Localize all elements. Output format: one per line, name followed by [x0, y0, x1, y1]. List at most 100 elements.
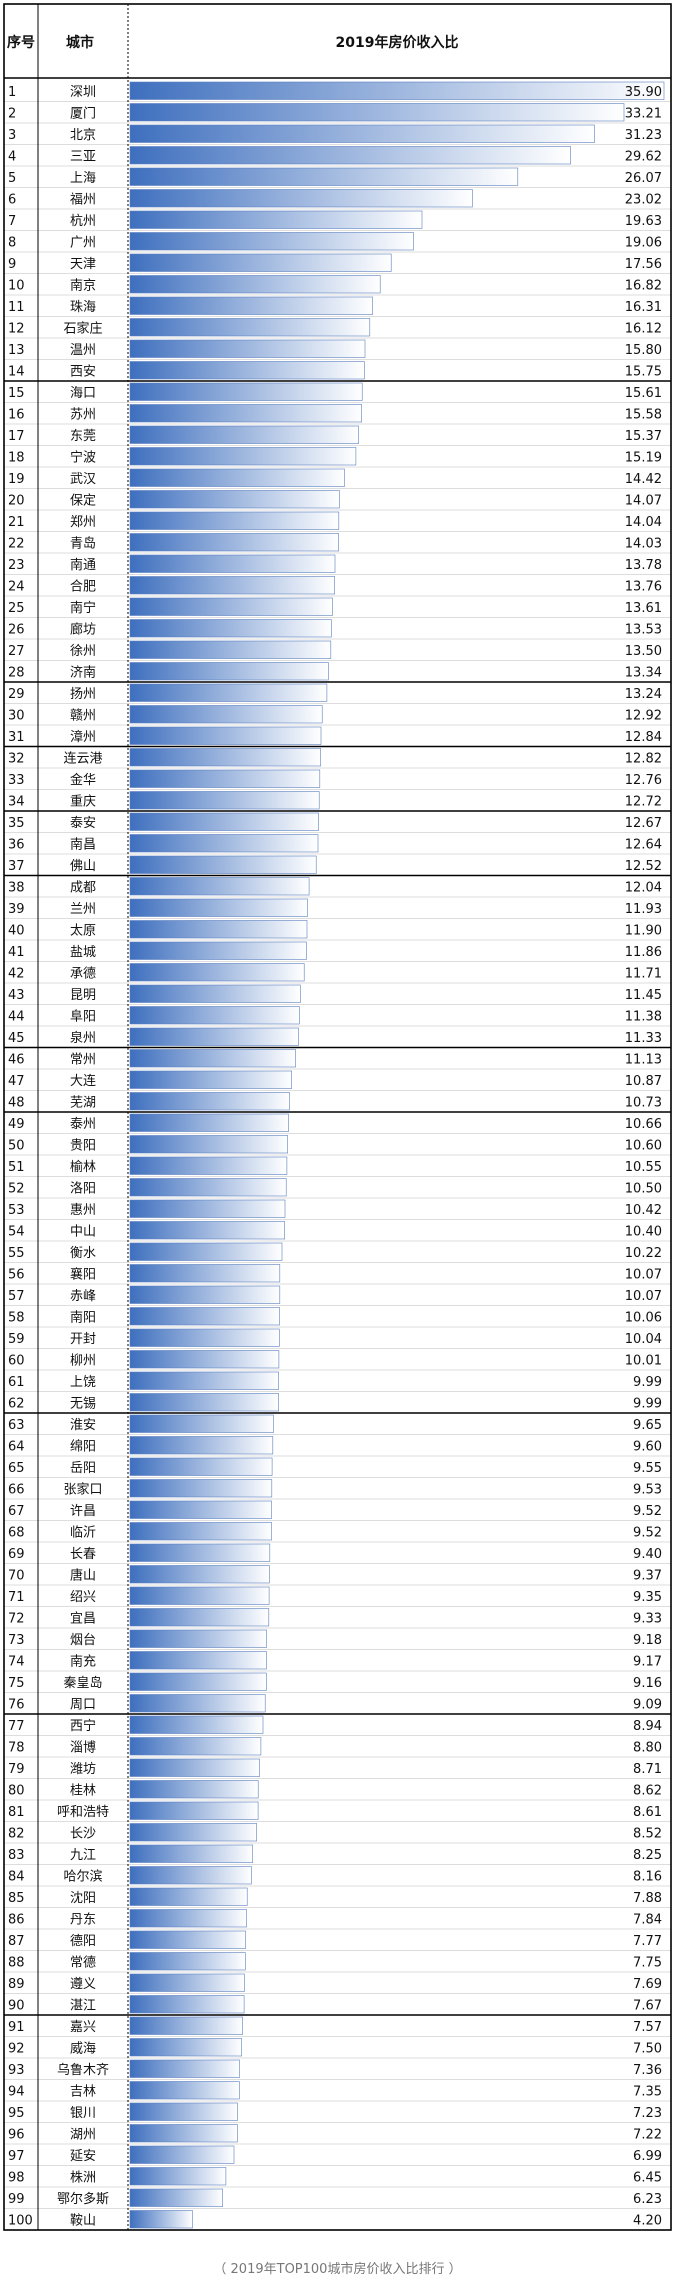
city-label: 烟台 [70, 1633, 96, 1648]
city-label: 成都 [70, 880, 96, 895]
rank-label: 63 [8, 1418, 25, 1433]
value-label: 10.04 [625, 1332, 662, 1347]
city-label: 连云港 [63, 750, 102, 766]
city-label: 无锡 [70, 1396, 96, 1411]
city-label: 深圳 [70, 85, 96, 100]
bar [129, 1801, 259, 1820]
value-label: 12.76 [625, 773, 662, 788]
bar [129, 1758, 260, 1777]
value-label: 13.61 [625, 601, 662, 616]
bar [129, 1242, 283, 1261]
bar [129, 1909, 247, 1928]
value-label: 13.76 [625, 579, 662, 594]
bar [129, 81, 665, 100]
city-label: 杭州 [70, 214, 96, 229]
bar [129, 1737, 262, 1756]
value-label: 14.03 [625, 536, 662, 551]
bar [129, 2059, 240, 2078]
bar [129, 167, 519, 186]
rank-label: 26 [8, 622, 25, 637]
city-label: 阜阳 [70, 1008, 96, 1024]
bar [129, 1522, 272, 1541]
value-label: 8.62 [633, 1783, 662, 1798]
rank-label: 11 [8, 300, 25, 315]
rank-label: 85 [8, 1891, 25, 1906]
bar [129, 511, 340, 530]
city-label: 北京 [70, 128, 96, 143]
bar [129, 1285, 281, 1304]
rank-label: 45 [8, 1031, 25, 1046]
city-label: 厦门 [70, 106, 96, 121]
bar [129, 1500, 272, 1519]
value-label: 12.04 [625, 880, 662, 895]
value-label: 33.21 [625, 106, 662, 121]
bar [129, 597, 333, 616]
bar [129, 1543, 271, 1562]
rank-label: 33 [8, 773, 25, 788]
city-label: 大连 [70, 1073, 96, 1089]
value-label: 19.06 [625, 235, 662, 250]
grid-layer [3, 3, 672, 2231]
value-label: 10.07 [625, 1267, 662, 1282]
value-label: 14.04 [625, 515, 662, 530]
rank-label: 72 [8, 1611, 25, 1626]
rank-label: 61 [8, 1375, 25, 1390]
value-label: 15.61 [625, 386, 662, 401]
value-label: 14.07 [625, 493, 662, 508]
value-label: 11.90 [625, 923, 662, 938]
rank-label: 46 [8, 1052, 25, 1067]
city-label: 赤峰 [70, 1289, 96, 1304]
value-label: 10.50 [625, 1181, 662, 1196]
rank-label: 18 [8, 450, 25, 465]
value-label: 10.66 [625, 1117, 662, 1132]
rank-label: 69 [8, 1547, 25, 1562]
bar [129, 1887, 248, 1906]
labels-layer: 1 深圳 35.90 2 厦门 33.21 3 北京 31.23 4 三亚 29.62 5 上海 26.07… [8, 85, 662, 2229]
value-label: 31.23 [625, 128, 662, 143]
value-label: 10.73 [625, 1095, 662, 1110]
bar [129, 1092, 290, 1111]
value-label: 10.55 [625, 1160, 662, 1175]
table-header: 序号 城市 2019年房价收入比 [7, 34, 458, 51]
rank-label: 81 [8, 1805, 25, 1820]
bar [129, 447, 357, 466]
rank-label: 39 [8, 902, 25, 917]
value-label: 8.61 [633, 1805, 662, 1820]
value-label: 16.31 [625, 300, 662, 315]
city-label: 长沙 [70, 1826, 96, 1841]
value-label: 23.02 [625, 192, 662, 207]
bar [129, 812, 319, 831]
bar [129, 1221, 285, 1240]
rank-label: 57 [8, 1289, 25, 1304]
city-label: 南昌 [70, 836, 96, 852]
bar [129, 855, 317, 874]
bar [129, 2038, 242, 2057]
value-label: 7.35 [633, 2084, 662, 2099]
rank-label: 92 [8, 2041, 25, 2056]
city-label: 潍坊 [70, 1762, 96, 1777]
city-label: 郑州 [70, 515, 96, 530]
bar [129, 1479, 273, 1498]
rank-label: 16 [8, 407, 25, 422]
rank-label: 75 [8, 1676, 25, 1691]
value-label: 9.18 [633, 1633, 662, 1648]
value-label: 7.77 [633, 1934, 662, 1949]
value-label: 9.35 [633, 1590, 662, 1605]
bar [129, 1178, 287, 1197]
rank-label: 10 [8, 278, 25, 293]
rank-label: 54 [8, 1224, 25, 1239]
value-label: 7.57 [633, 2020, 662, 2035]
bar [129, 232, 414, 251]
bar [129, 1629, 267, 1648]
bar [129, 2124, 238, 2143]
value-label: 9.55 [633, 1461, 662, 1476]
rank-label: 17 [8, 429, 25, 444]
city-label: 延安 [70, 2149, 96, 2164]
city-label: 泰州 [70, 1117, 96, 1132]
bar [129, 189, 473, 208]
value-label: 10.87 [625, 1074, 662, 1089]
value-label: 6.23 [633, 2192, 662, 2207]
city-label: 福州 [70, 192, 96, 207]
value-label: 9.33 [633, 1611, 662, 1626]
bar [129, 1844, 253, 1863]
